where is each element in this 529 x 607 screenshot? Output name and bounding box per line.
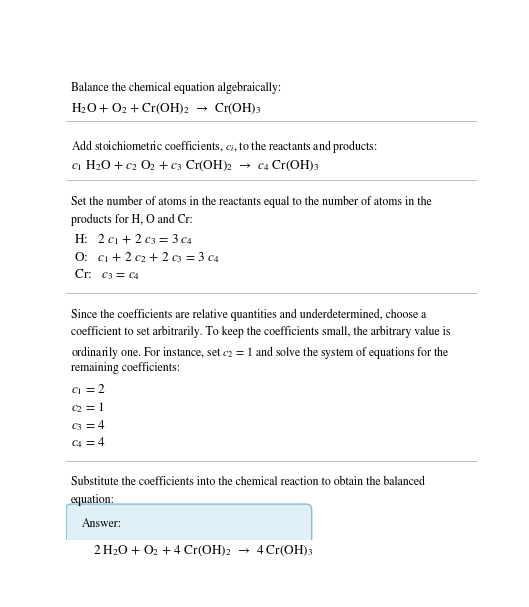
Text: Set the number of atoms in the reactants equal to the number of atoms in the: Set the number of atoms in the reactants… bbox=[71, 196, 432, 208]
Text: $c_4$ = 4: $c_4$ = 4 bbox=[71, 436, 106, 450]
Text: 2 H$_2$O + O$_2$ + 4 Cr(OH)$_2$  →  4 Cr(OH)$_3$: 2 H$_2$O + O$_2$ + 4 Cr(OH)$_2$ → 4 Cr(O… bbox=[93, 543, 313, 558]
Text: ordinarily one. For instance, set $c_2$ = 1 and solve the system of equations fo: ordinarily one. For instance, set $c_2$ … bbox=[71, 344, 449, 361]
Text: H$_2$O + O$_2$ + Cr(OH)$_2$  →  Cr(OH)$_3$: H$_2$O + O$_2$ + Cr(OH)$_2$ → Cr(OH)$_3$ bbox=[71, 101, 262, 116]
Text: $c_2$ = 1: $c_2$ = 1 bbox=[71, 400, 105, 415]
Text: Answer:: Answer: bbox=[81, 518, 122, 530]
Text: $c_3$ = 4: $c_3$ = 4 bbox=[71, 418, 106, 433]
Text: Balance the chemical equation algebraically:: Balance the chemical equation algebraica… bbox=[71, 81, 281, 93]
Text: remaining coefficients:: remaining coefficients: bbox=[71, 362, 180, 374]
Text: $c_1$ H$_2$O + $c_2$ O$_2$ + $c_3$ Cr(OH)$_2$  →  $c_4$ Cr(OH)$_3$: $c_1$ H$_2$O + $c_2$ O$_2$ + $c_3$ Cr(OH… bbox=[71, 158, 320, 173]
Text: Cr:   $c_3$ = $c_4$: Cr: $c_3$ = $c_4$ bbox=[71, 268, 140, 282]
FancyBboxPatch shape bbox=[66, 504, 312, 578]
Text: H:   2 $c_1$ + 2 $c_3$ = 3 $c_4$: H: 2 $c_1$ + 2 $c_3$ = 3 $c_4$ bbox=[71, 232, 193, 247]
Text: equation:: equation: bbox=[71, 494, 115, 506]
Text: Add stoichiometric coefficients, $c_i$, to the reactants and products:: Add stoichiometric coefficients, $c_i$, … bbox=[71, 138, 378, 155]
Text: products for H, O and Cr:: products for H, O and Cr: bbox=[71, 214, 193, 226]
Text: coefficient to set arbitrarily. To keep the coefficients small, the arbitrary va: coefficient to set arbitrarily. To keep … bbox=[71, 326, 451, 339]
Text: $c_1$ = 2: $c_1$ = 2 bbox=[71, 382, 106, 397]
Text: O:   $c_1$ + 2 $c_2$ + 2 $c_3$ = 3 $c_4$: O: $c_1$ + 2 $c_2$ + 2 $c_3$ = 3 $c_4$ bbox=[71, 250, 220, 265]
Text: Substitute the coefficients into the chemical reaction to obtain the balanced: Substitute the coefficients into the che… bbox=[71, 476, 425, 488]
Text: Since the coefficients are relative quantities and underdetermined, choose a: Since the coefficients are relative quan… bbox=[71, 308, 426, 320]
